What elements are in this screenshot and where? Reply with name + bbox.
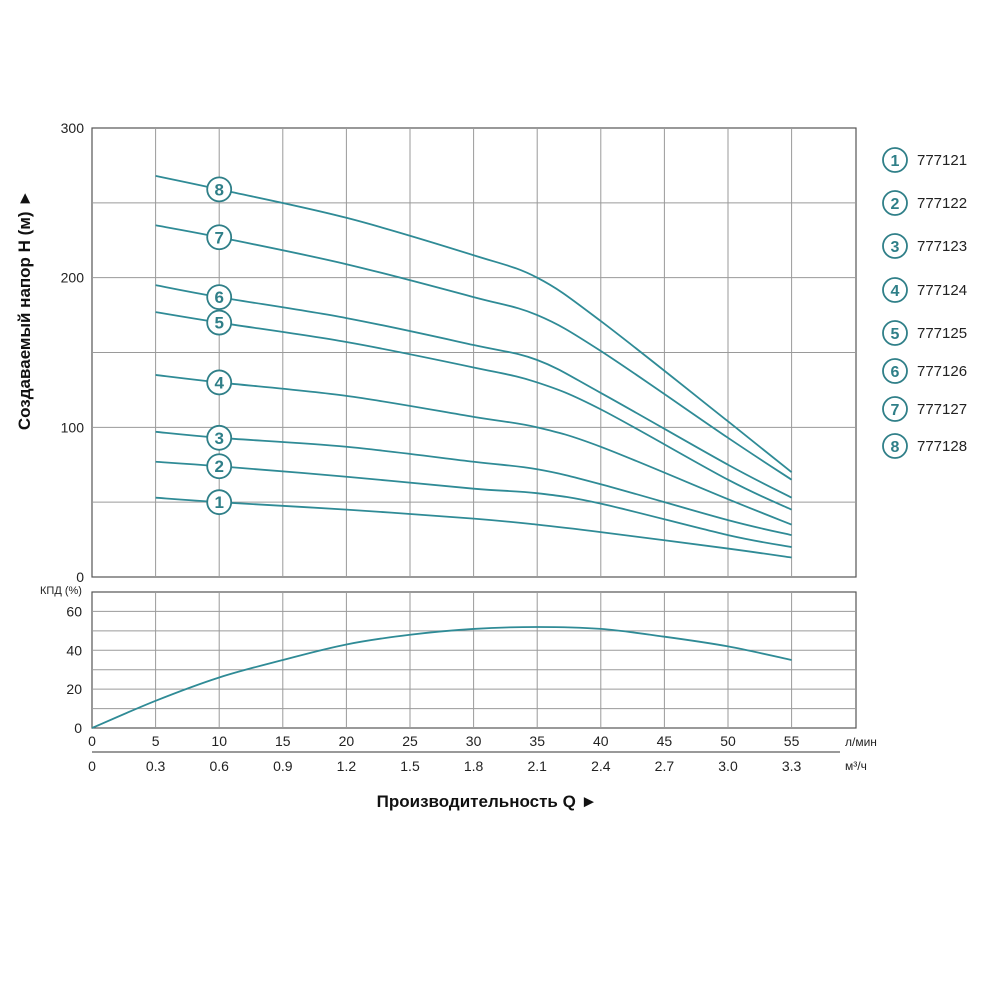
curve-badge-number: 4 bbox=[214, 373, 224, 392]
x-tick-label-m3h: 1.5 bbox=[400, 758, 420, 774]
curve-badge-number: 5 bbox=[214, 314, 223, 333]
efficiency-curve-group bbox=[91, 626, 792, 729]
head-y-tick-label: 0 bbox=[76, 569, 84, 585]
x-tick-label-m3h: 0.6 bbox=[209, 758, 229, 774]
legend-label: 777128 bbox=[917, 438, 967, 455]
legend-badge-number: 6 bbox=[891, 364, 900, 381]
legend-label: 777123 bbox=[917, 238, 967, 255]
legend-badge-circle bbox=[882, 190, 908, 216]
curve-badge-circle bbox=[206, 369, 233, 396]
head-chart-grid: 0 100 200 300 bbox=[61, 120, 857, 585]
curve-badges: 1 2 3 4 5 6 7 8 bbox=[206, 176, 233, 516]
legend-badge-circle bbox=[882, 147, 908, 173]
legend-label: 777127 bbox=[917, 401, 967, 418]
x-tick-label-lpm: 40 bbox=[593, 733, 609, 749]
x-tick-label-m3h: 2.1 bbox=[527, 758, 547, 774]
x-tick-label-lpm: 15 bbox=[275, 733, 291, 749]
x-tick-label-m3h: 1.2 bbox=[337, 758, 357, 774]
curve-badge-number: 3 bbox=[214, 429, 223, 448]
x-tick-label-lpm: 5 bbox=[152, 733, 160, 749]
x-tick-label-m3h: 2.7 bbox=[655, 758, 675, 774]
legend-label: 777121 bbox=[917, 152, 967, 169]
legend-badge-circle bbox=[882, 396, 908, 422]
efficiency-chart-grid: 0 20 40 60 bbox=[66, 591, 857, 736]
x-tick-label-lpm: 45 bbox=[657, 733, 673, 749]
x-tick-label-m3h: 0.9 bbox=[273, 758, 293, 774]
x-tick-label-lpm: 30 bbox=[466, 733, 482, 749]
legend-label: 777125 bbox=[917, 325, 967, 342]
efficiency-y-tick-label: 40 bbox=[66, 642, 82, 658]
efficiency-axis-title: КПД (%) bbox=[40, 585, 82, 597]
curve-badge-number: 6 bbox=[214, 288, 223, 307]
legend-badge-number: 1 bbox=[891, 153, 900, 170]
curve-badge-circle bbox=[206, 424, 233, 451]
curve-badge-circle bbox=[206, 489, 233, 516]
primary-unit-label: л/мин bbox=[845, 735, 877, 749]
legend-label: 777122 bbox=[917, 195, 967, 212]
legend-badge-circle bbox=[882, 277, 908, 303]
secondary-unit-label: м³/ч bbox=[845, 759, 867, 773]
head-curves bbox=[155, 175, 793, 559]
curve-badge-circle bbox=[206, 309, 233, 336]
curve-badge-number: 1 bbox=[214, 493, 223, 512]
efficiency-y-tick-label: 0 bbox=[74, 720, 82, 736]
x-axis-title: Производительность Q ► bbox=[377, 792, 598, 811]
x-tick-label-m3h: 3.3 bbox=[782, 758, 802, 774]
y-axis-title: Создаваемый напор H (м) ► bbox=[15, 190, 34, 430]
x-tick-label-m3h: 1.8 bbox=[464, 758, 484, 774]
head-curve-777121 bbox=[155, 496, 792, 559]
x-tick-label-lpm: 10 bbox=[211, 733, 227, 749]
x-tick-label-lpm: 0 bbox=[88, 733, 96, 749]
legend-badge-number: 7 bbox=[891, 402, 900, 419]
legend-badge-circle bbox=[882, 320, 908, 346]
curve-badge-circle bbox=[206, 453, 233, 480]
efficiency-curve bbox=[91, 626, 792, 729]
legend-badge-number: 3 bbox=[891, 239, 900, 256]
curve-badge-number: 8 bbox=[214, 180, 223, 199]
x-tick-label-lpm: 55 bbox=[784, 733, 800, 749]
x-tick-label-m3h: 3.0 bbox=[718, 758, 738, 774]
legend-badge-number: 2 bbox=[891, 196, 900, 213]
legend-badge-number: 8 bbox=[891, 439, 900, 456]
x-tick-label-m3h: 2.4 bbox=[591, 758, 611, 774]
head-y-tick-label: 200 bbox=[61, 270, 85, 286]
legend-label: 777124 bbox=[917, 282, 967, 299]
legend-label: 777126 bbox=[917, 363, 967, 380]
head-curve-777124 bbox=[155, 374, 792, 526]
legend-badge-circle bbox=[882, 358, 908, 384]
legend: 1 777121 2 777122 3 777123 4 777124 5 777125 6 7771… bbox=[882, 147, 967, 459]
head-curve-777126 bbox=[155, 284, 793, 499]
head-curve-777128 bbox=[155, 175, 793, 473]
x-tick-label-m3h: 0.3 bbox=[146, 758, 166, 774]
x-tick-label-lpm: 25 bbox=[402, 733, 418, 749]
efficiency-y-tick-label: 20 bbox=[66, 681, 82, 697]
x-tick-label-lpm: 50 bbox=[720, 733, 736, 749]
head-y-tick-label: 100 bbox=[61, 419, 85, 435]
curve-badge-circle bbox=[206, 176, 233, 203]
legend-badge-number: 5 bbox=[891, 326, 900, 343]
head-y-tick-label: 300 bbox=[61, 120, 85, 136]
curve-badge-number: 7 bbox=[214, 228, 223, 247]
axis-labels: 0 5 10 15 20 25 30 35 40 45 50 55 0 0.3 0.6 0.9 1.2 1.5 1.… bbox=[88, 733, 840, 774]
head-curve-777127 bbox=[155, 224, 793, 481]
head-curve-777123 bbox=[155, 430, 792, 536]
curve-badge-number: 2 bbox=[214, 457, 223, 476]
head-curve-777122 bbox=[155, 460, 792, 548]
x-tick-label-m3h: 0 bbox=[88, 758, 96, 774]
x-tick-label-lpm: 35 bbox=[529, 733, 545, 749]
curve-badge-circle bbox=[206, 224, 233, 251]
x-tick-label-lpm: 20 bbox=[339, 733, 355, 749]
legend-badge-circle bbox=[882, 433, 908, 459]
legend-badge-number: 4 bbox=[891, 283, 900, 300]
curve-badge-circle bbox=[206, 284, 233, 311]
efficiency-y-tick-label: 60 bbox=[66, 603, 82, 619]
legend-badge-circle bbox=[882, 233, 908, 259]
head-curve-777125 bbox=[155, 311, 792, 511]
